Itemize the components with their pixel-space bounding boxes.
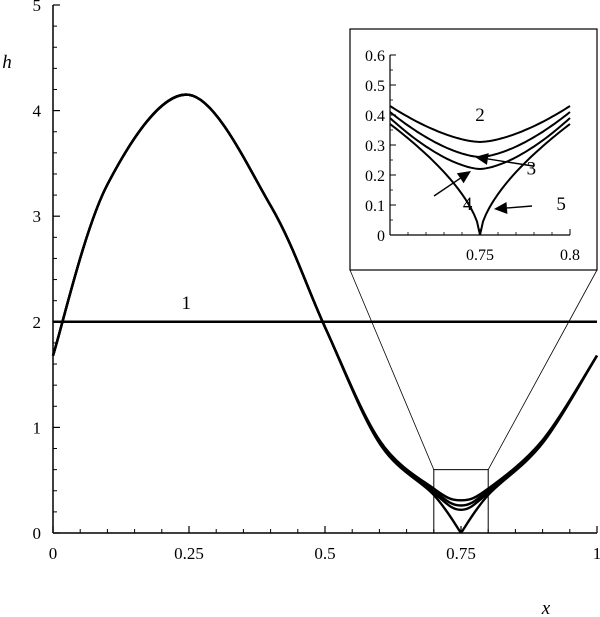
inset-arrow-3 — [475, 153, 534, 167]
inset-arrow-3-head — [475, 153, 489, 165]
curve-label-1: 1 — [182, 293, 192, 314]
inset-label-5: 5 — [556, 194, 566, 215]
inset-x-tick-label: 0.75 — [466, 247, 494, 264]
inset-arrow-4 — [433, 171, 471, 197]
inset-arrow-4-shaft — [433, 177, 461, 197]
inset-arrow-4-head — [456, 171, 471, 184]
y-tick-label: 5 — [33, 0, 42, 15]
inset-label-3: 3 — [527, 158, 537, 179]
inset-y-tick-label: 0.3 — [365, 138, 385, 155]
y-axis-label: h — [2, 52, 12, 73]
x-tick-label: 0.5 — [314, 544, 335, 563]
inset-label-2: 2 — [475, 105, 485, 126]
inset-series-line-2 — [389, 105, 571, 144]
inset-arrow-3-shaft — [487, 158, 534, 167]
inset-x-tick-label: 0.8 — [560, 247, 580, 264]
inset-series-line-5 — [389, 123, 571, 236]
zoom-rect — [433, 469, 489, 534]
inset-series-line-4 — [389, 117, 571, 171]
x-tick-label: 0 — [49, 544, 58, 563]
inset-frame — [349, 28, 598, 271]
x-tick-label: 0.25 — [174, 544, 204, 563]
inset-y-tick-label: 0.6 — [365, 48, 385, 65]
y-tick-label: 2 — [33, 313, 42, 332]
inset-y-tick-label: 0.4 — [365, 108, 385, 125]
inset-arrow-5-head — [494, 201, 508, 214]
y-tick-label: 0 — [33, 524, 42, 543]
inset-arrow-5 — [494, 201, 533, 214]
inset-y-tick-label: 0.1 — [365, 198, 385, 215]
inset-label-4: 4 — [463, 194, 473, 215]
x-axis-label: x — [541, 598, 551, 617]
inset-y-tick-label: 0.2 — [365, 168, 385, 185]
zoom-guide-left — [349, 269, 435, 470]
inset-arrow-5-shaft — [506, 205, 533, 209]
x-tick-label: 1 — [593, 544, 600, 563]
zoom-guide-right — [487, 269, 598, 470]
y-tick-label: 4 — [33, 102, 42, 121]
y-tick-label: 3 — [33, 207, 42, 226]
inset-plot: 0.75 0.8 0 0.1 0.2 0.3 0.4 0.5 0.6 2 3 4 5 — [349, 28, 598, 271]
zoom-guides — [349, 269, 598, 534]
y-tick-label: 1 — [33, 418, 42, 437]
series-line-5 — [51, 93, 599, 534]
inset-y-tick-label: 0.5 — [365, 78, 385, 95]
x-tick-label: 0.75 — [446, 544, 476, 563]
inset-y-tick-label: 0 — [377, 228, 385, 245]
